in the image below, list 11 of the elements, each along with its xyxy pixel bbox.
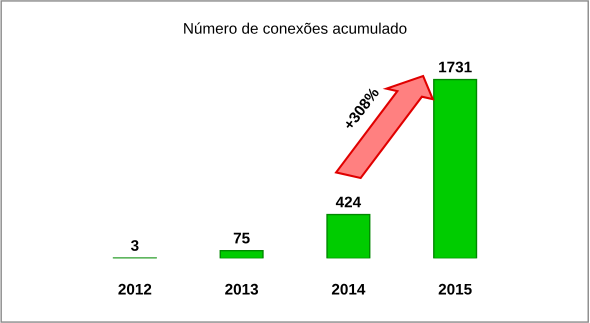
x-tick-label: 2012 xyxy=(118,284,152,295)
bar xyxy=(326,214,370,258)
data-label: 1731 xyxy=(439,62,472,72)
x-tick-label: 2015 xyxy=(438,284,472,295)
x-tick-label: 2013 xyxy=(225,284,258,295)
bar xyxy=(220,250,264,258)
data-label: 3 xyxy=(130,240,139,251)
x-tick-label: 2014 xyxy=(332,284,366,295)
data-label: 424 xyxy=(336,196,362,208)
data-label: 75 xyxy=(234,232,250,244)
chart-title: Número de conexões acumulado xyxy=(184,22,406,34)
